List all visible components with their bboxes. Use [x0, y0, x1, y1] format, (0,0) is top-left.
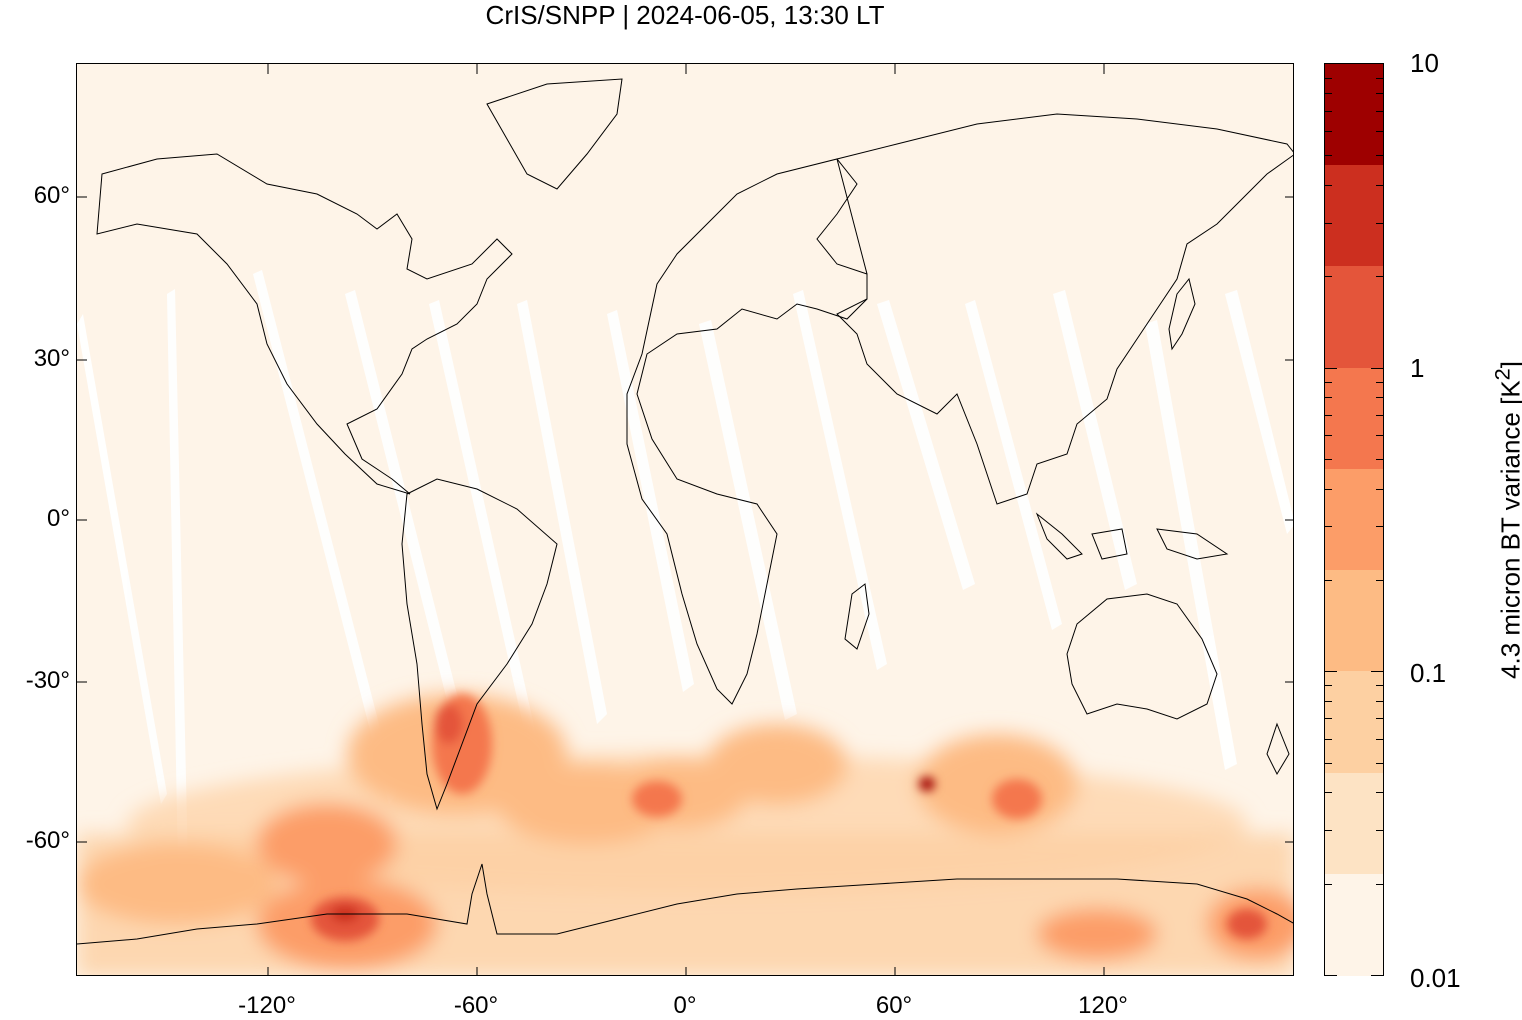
- colorbar-tick: [1376, 155, 1383, 157]
- colorbar-tick: [1325, 579, 1332, 581]
- colorbar-tick: [1376, 685, 1383, 687]
- colorbar-tick: [1325, 367, 1337, 369]
- colorbar-tick: [1376, 488, 1383, 490]
- colorbar-tick: [1371, 367, 1383, 369]
- colorbar-tick: [1325, 671, 1337, 673]
- colorbar-title-superscript: 2: [1489, 368, 1515, 381]
- variance-hotspots: [311, 694, 1267, 941]
- y-tick-label: 60°: [33, 182, 70, 209]
- x-tick-label: 120°: [1078, 992, 1128, 1019]
- colorbar-tick: [1376, 131, 1383, 133]
- colorbar-tick: [1376, 184, 1383, 186]
- colorbar-segment: [1325, 367, 1383, 470]
- map-canvas: [77, 64, 1293, 975]
- colorbar-tick: [1325, 762, 1332, 764]
- colorbar-tick: [1376, 526, 1383, 528]
- colorbar-tick: [1376, 414, 1383, 416]
- colorbar-tick: [1325, 93, 1332, 95]
- colorbar-title-close: ]: [1495, 361, 1522, 368]
- colorbar-tick: [1376, 830, 1383, 832]
- colorbar-tick: [1325, 381, 1332, 383]
- colorbar-tick-label: 1: [1410, 353, 1425, 383]
- colorbar-tick: [1325, 526, 1332, 528]
- colorbar-tick: [1376, 762, 1383, 764]
- colorbar-tick: [1325, 155, 1332, 157]
- colorbar-tick: [1325, 414, 1332, 416]
- colorbar-tick: [1376, 579, 1383, 581]
- colorbar-title-text: 4.3 micron BT variance [K: [1495, 380, 1522, 679]
- colorbar-tick: [1325, 718, 1332, 720]
- colorbar-tick: [1376, 792, 1383, 794]
- map-panel: [76, 63, 1294, 976]
- colorbar-tick: [1325, 883, 1332, 885]
- colorbar-segment: [1325, 468, 1383, 572]
- colorbar-tick: [1325, 700, 1332, 702]
- colorbar-tick: [1325, 276, 1332, 278]
- colorbar-tick: [1325, 111, 1332, 113]
- colorbar-tick: [1325, 184, 1332, 186]
- orbit-gaps: [77, 270, 1293, 919]
- colorbar-tick: [1376, 700, 1383, 702]
- colorbar-tick: [1376, 883, 1383, 885]
- colorbar-tick: [1325, 435, 1332, 437]
- colorbar-tick: [1325, 792, 1332, 794]
- colorbar-segment: [1325, 266, 1383, 369]
- colorbar-tick: [1376, 77, 1383, 79]
- colorbar-tick: [1376, 459, 1383, 461]
- colorbar-segment: [1325, 873, 1383, 976]
- colorbar-tick: [1376, 111, 1383, 113]
- colorbar-segment: [1325, 772, 1383, 875]
- y-tick-label: -30°: [25, 667, 70, 694]
- colorbar-tick: [1325, 975, 1337, 976]
- colorbar: [1324, 63, 1384, 976]
- y-tick-label: 0°: [47, 505, 70, 532]
- colorbar-title: 4.3 micron BT variance [K2]: [1490, 361, 1522, 679]
- colorbar-tick: [1376, 93, 1383, 95]
- axis-ticks: [77, 64, 1293, 975]
- colorbar-segment: [1325, 165, 1383, 268]
- x-tick-label: -120°: [238, 992, 296, 1019]
- colorbar-tick: [1325, 738, 1332, 740]
- colorbar-tick: [1325, 830, 1332, 832]
- colorbar-tick: [1371, 671, 1383, 673]
- colorbar-tick: [1325, 488, 1332, 490]
- colorbar-tick: [1325, 77, 1332, 79]
- y-tick-label: -60°: [25, 827, 70, 854]
- colorbar-tick: [1325, 685, 1332, 687]
- colorbar-tick: [1376, 276, 1383, 278]
- colorbar-tick-label: 10: [1410, 48, 1439, 78]
- colorbar-tick: [1376, 222, 1383, 224]
- colorbar-tick-label: 0.01: [1410, 963, 1461, 993]
- colorbar-tick: [1376, 435, 1383, 437]
- x-tick-label: 0°: [673, 992, 697, 1019]
- colorbar-tick: [1376, 738, 1383, 740]
- colorbar-tick: [1371, 975, 1383, 976]
- colorbar-tick-label: 0.1: [1410, 658, 1447, 688]
- colorbar-tick: [1325, 397, 1332, 399]
- colorbar-tick: [1376, 381, 1383, 383]
- x-tick-label: -60°: [453, 992, 499, 1019]
- colorbar-tick: [1325, 222, 1332, 224]
- y-tick-label: 30°: [33, 345, 70, 372]
- colorbar-tick: [1325, 131, 1332, 133]
- x-tick-label: 60°: [875, 992, 913, 1019]
- colorbar-segment: [1325, 64, 1383, 167]
- coastlines: [77, 78, 1293, 945]
- colorbar-segment: [1325, 570, 1383, 673]
- colorbar-segment: [1325, 671, 1383, 774]
- colorbar-tick: [1325, 459, 1332, 461]
- colorbar-tick: [1376, 718, 1383, 720]
- map-title: CrIS/SNPP | 2024-06-05, 13:30 LT: [485, 0, 885, 30]
- colorbar-tick: [1376, 397, 1383, 399]
